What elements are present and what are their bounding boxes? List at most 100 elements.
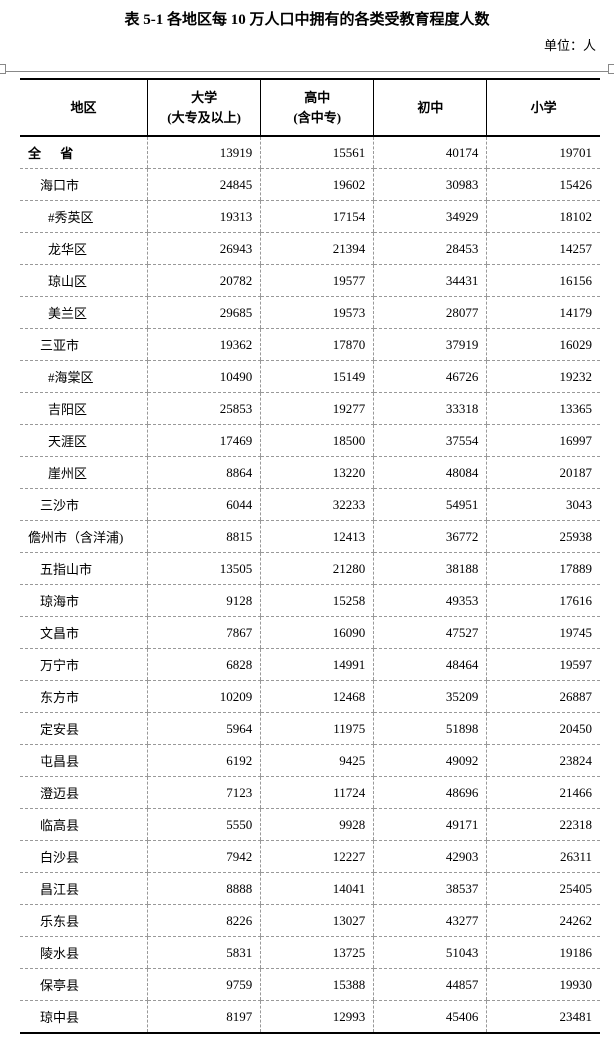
table-row: 天涯区17469185003755416997 [20,425,600,457]
table-row: 临高县555099284917122318 [20,809,600,841]
cell-middle: 49353 [374,585,487,617]
cell-primary: 22318 [487,809,600,841]
table-row: 琼海市9128152584935317616 [20,585,600,617]
cell-middle: 49171 [374,809,487,841]
cell-highschool: 19577 [261,265,374,297]
cell-highschool: 19602 [261,169,374,201]
cell-primary: 25938 [487,521,600,553]
cell-university: 25853 [148,393,261,425]
cell-region: 琼海市 [20,585,148,617]
cell-middle: 34929 [374,201,487,233]
cell-region: 屯昌县 [20,745,148,777]
cell-highschool: 15561 [261,136,374,169]
table-title: 表 5-1 各地区每 10 万人口中拥有的各类受教育程度人数 [0,0,614,35]
cell-region: 万宁市 [20,649,148,681]
cell-highschool: 16090 [261,617,374,649]
cell-highschool: 18500 [261,425,374,457]
table-row: 澄迈县7123117244869621466 [20,777,600,809]
cell-region: 澄迈县 [20,777,148,809]
cell-university: 8888 [148,873,261,905]
cell-university: 6828 [148,649,261,681]
table-row: 保亭县9759153884485719930 [20,969,600,1001]
cell-university: 8197 [148,1001,261,1034]
cell-university: 20782 [148,265,261,297]
cell-region: 海口市 [20,169,148,201]
cell-middle: 46726 [374,361,487,393]
cell-middle: 37554 [374,425,487,457]
cell-university: 7942 [148,841,261,873]
cell-highschool: 11724 [261,777,374,809]
table-row: 琼山区20782195773443116156 [20,265,600,297]
cell-middle: 49092 [374,745,487,777]
cell-primary: 3043 [487,489,600,521]
cell-region: 定安县 [20,713,148,745]
cell-region: 白沙县 [20,841,148,873]
cell-primary: 17616 [487,585,600,617]
cell-primary: 19232 [487,361,600,393]
table-row: 屯昌县619294254909223824 [20,745,600,777]
cell-primary: 23481 [487,1001,600,1034]
cell-region: 天涯区 [20,425,148,457]
cell-middle: 38537 [374,873,487,905]
cell-region: 昌江县 [20,873,148,905]
cell-university: 10209 [148,681,261,713]
cell-middle: 48084 [374,457,487,489]
cell-middle: 30983 [374,169,487,201]
cell-highschool: 12993 [261,1001,374,1034]
cell-region: 三沙市 [20,489,148,521]
cell-university: 6044 [148,489,261,521]
table-body: 全 省13919155614017419701海口市24845196023098… [20,136,600,1033]
cell-highschool: 12468 [261,681,374,713]
table-row: 三亚市19362178703791916029 [20,329,600,361]
cell-middle: 40174 [374,136,487,169]
cell-primary: 16029 [487,329,600,361]
cell-region: 琼山区 [20,265,148,297]
cell-university: 8226 [148,905,261,937]
cell-middle: 48464 [374,649,487,681]
cell-university: 8815 [148,521,261,553]
table-row: 全 省13919155614017419701 [20,136,600,169]
cell-primary: 16997 [487,425,600,457]
cell-middle: 47527 [374,617,487,649]
cell-highschool: 15258 [261,585,374,617]
cell-highschool: 19573 [261,297,374,329]
cell-middle: 42903 [374,841,487,873]
cell-university: 6192 [148,745,261,777]
cell-university: 13919 [148,136,261,169]
cell-university: 9128 [148,585,261,617]
cell-university: 13505 [148,553,261,585]
table-row: 儋州市（含洋浦)8815124133677225938 [20,521,600,553]
column-header-primary: 小学 [487,79,600,136]
column-header-region: 地区 [20,79,148,136]
cell-primary: 19701 [487,136,600,169]
unit-label: 单位：人 [0,35,614,60]
cell-primary: 20187 [487,457,600,489]
cell-region: 龙华区 [20,233,148,265]
cell-university: 26943 [148,233,261,265]
cell-region: 儋州市（含洋浦) [20,521,148,553]
education-table: 地区 大学(大专及以上) 高中(含中专) 初中 小学 全 省1391915561… [20,78,600,1034]
cell-primary: 21466 [487,777,600,809]
cell-highschool: 12227 [261,841,374,873]
cell-university: 5550 [148,809,261,841]
cell-university: 8864 [148,457,261,489]
table-row: 五指山市13505212803818817889 [20,553,600,585]
cell-middle: 38188 [374,553,487,585]
cell-region: 全 省 [20,136,148,169]
column-header-middle: 初中 [374,79,487,136]
cell-university: 10490 [148,361,261,393]
table-row: 海口市24845196023098315426 [20,169,600,201]
cell-primary: 17889 [487,553,600,585]
cell-highschool: 21394 [261,233,374,265]
column-header-university: 大学(大专及以上) [148,79,261,136]
table-row: 龙华区26943213942845314257 [20,233,600,265]
cell-middle: 37919 [374,329,487,361]
cell-highschool: 13725 [261,937,374,969]
table-row: 美兰区29685195732807714179 [20,297,600,329]
cell-region: #海棠区 [20,361,148,393]
table-row: 琼中县8197129934540623481 [20,1001,600,1034]
cell-region: 崖州区 [20,457,148,489]
table-wrapper: 地区 大学(大专及以上) 高中(含中专) 初中 小学 全 省1391915561… [0,78,614,1034]
cell-highschool: 32233 [261,489,374,521]
cell-middle: 35209 [374,681,487,713]
